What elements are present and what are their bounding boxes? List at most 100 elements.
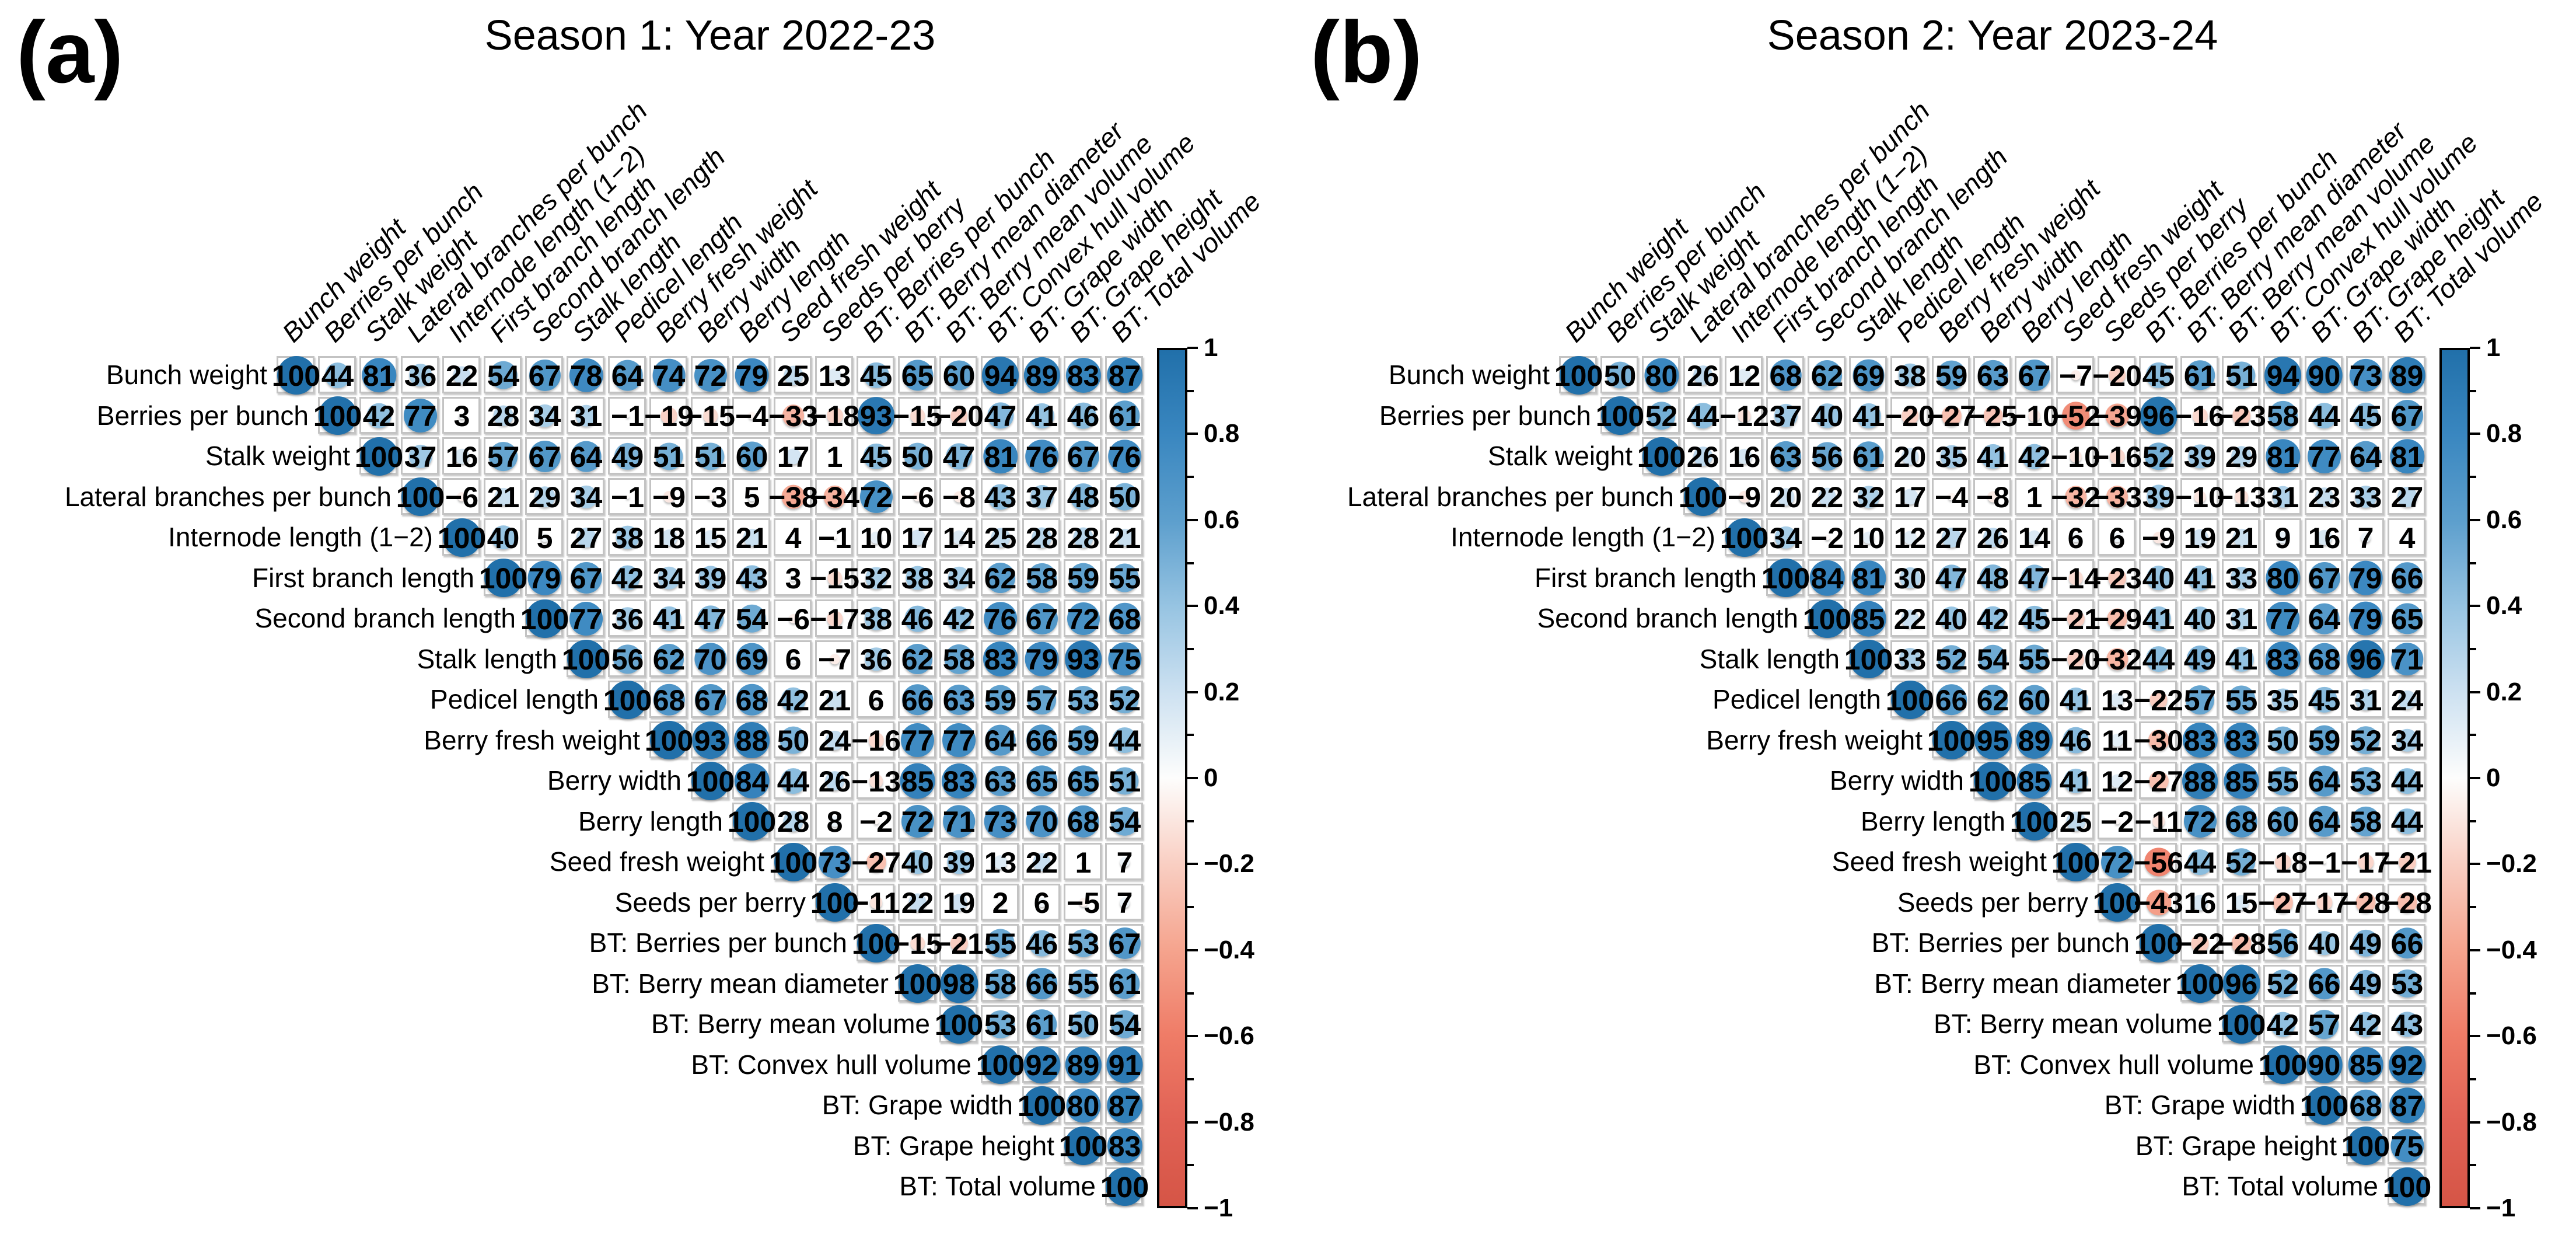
corr-value: 21 <box>818 683 851 717</box>
corr-value: 42 <box>2349 1008 2382 1041</box>
corr-value: 100 <box>2299 1089 2349 1122</box>
corr-value: 34 <box>528 400 561 433</box>
corr-value: 100 <box>1802 602 1852 636</box>
corr-value: 46 <box>1025 927 1058 960</box>
corr-value: 89 <box>1067 1049 1100 1082</box>
corr-value: 77 <box>942 724 976 758</box>
row-label: First branch length <box>1535 562 1757 593</box>
corr-value: −18 <box>2258 846 2308 879</box>
corr-value: 88 <box>735 724 768 758</box>
row-label: BT: Grape height <box>2135 1130 2337 1161</box>
colorbar-tick <box>2470 777 2480 779</box>
corr-value: 45 <box>859 440 893 473</box>
corr-value: 18 <box>652 521 686 555</box>
corr-value: 64 <box>984 724 1017 758</box>
corr-value: 22 <box>1810 481 1844 514</box>
corr-value: −15 <box>893 400 942 433</box>
corr-value: 72 <box>859 481 893 514</box>
corr-circle <box>901 360 934 391</box>
corr-value: −4 <box>735 400 769 433</box>
corr-value: 44 <box>2308 400 2341 433</box>
corr-value: 33 <box>1893 643 1927 676</box>
corr-value: 71 <box>2390 643 2424 676</box>
corr-circle <box>943 360 974 390</box>
corr-value: 79 <box>528 562 561 595</box>
corr-value: −16 <box>2092 440 2142 473</box>
corr-value: 64 <box>569 440 603 473</box>
corr-value: 26 <box>818 765 851 798</box>
corr-value: 25 <box>984 521 1017 555</box>
corr-cell <box>815 437 853 475</box>
corr-value: 22 <box>445 359 478 392</box>
corr-value: −1 <box>610 400 645 433</box>
corr-value: 84 <box>1810 562 1844 595</box>
corr-value: 39 <box>694 562 727 595</box>
corr-value: 47 <box>942 440 976 473</box>
corr-value: 88 <box>2183 765 2217 798</box>
colorbar-tick <box>2470 433 2480 435</box>
corr-value: 67 <box>2308 562 2341 595</box>
colorbar-tick-label: −1 <box>2486 1194 2516 1222</box>
row-label: Pedicel length <box>1712 684 1881 714</box>
row-label: Berry width <box>547 765 681 796</box>
corr-value: −39 <box>2092 400 2142 433</box>
corr-value: 63 <box>984 765 1017 798</box>
corr-value: −23 <box>2217 400 2266 433</box>
row-label: BT: Total volume <box>899 1171 1096 1201</box>
corr-circle <box>696 442 725 470</box>
corr-value: 9 <box>2274 521 2291 555</box>
corr-value: 2 <box>992 887 1009 920</box>
corr-value: 24 <box>2390 683 2424 717</box>
corr-value: 7 <box>1116 887 1133 920</box>
colorbar-tick <box>1187 1077 1194 1080</box>
corr-value: 69 <box>1852 359 1885 392</box>
corr-value: 65 <box>1025 765 1058 798</box>
corr-value: 60 <box>2266 805 2299 839</box>
corr-value: 73 <box>818 846 851 879</box>
corr-value: −6 <box>776 602 810 636</box>
corr-value: −17 <box>810 602 859 636</box>
corr-value: 47 <box>694 602 727 636</box>
corr-value: 27 <box>569 521 603 555</box>
corr-value: 67 <box>2018 359 2051 392</box>
corr-value: 40 <box>1810 400 1844 433</box>
corr-value: 34 <box>569 481 603 514</box>
row-label: BT: Convex hull volume <box>1973 1049 2254 1080</box>
corr-value: 45 <box>859 359 893 392</box>
corr-value: 12 <box>1728 359 1761 392</box>
corr-value: 54 <box>1976 643 2009 676</box>
corr-value: −1 <box>610 481 645 514</box>
colorbar-tick <box>2470 1207 2480 1209</box>
corr-cell <box>401 356 439 393</box>
corr-value: 43 <box>2390 1008 2424 1041</box>
row-label: Internode length (1−2) <box>168 522 433 552</box>
corr-value: −11 <box>852 887 900 920</box>
corr-circle <box>493 405 513 426</box>
corr-value: 27 <box>2390 481 2424 514</box>
corr-value: 24 <box>818 724 851 758</box>
corr-circle <box>655 442 683 470</box>
colorbar-tick <box>2470 518 2480 521</box>
corr-value: 100 <box>1678 481 1728 514</box>
corr-value: 13 <box>984 846 1017 879</box>
corr-circle <box>540 533 549 542</box>
corr-value: 41 <box>2225 643 2258 676</box>
corr-value: 62 <box>652 643 686 676</box>
corr-value: 37 <box>1769 400 1802 433</box>
corr-value: −5 <box>1066 887 1100 920</box>
corr-value: −1 <box>2307 846 2341 879</box>
corr-value: 83 <box>2266 643 2299 676</box>
corr-value: 49 <box>2349 927 2382 960</box>
corr-value: −27 <box>2134 765 2183 798</box>
corr-value: 77 <box>404 400 437 433</box>
panel-b-corner-label: (b) <box>1310 3 1422 101</box>
corr-value: 51 <box>2225 359 2258 392</box>
corr-circle <box>663 491 675 503</box>
corr-value: −22 <box>2134 683 2183 717</box>
corr-value: 100 <box>644 724 694 758</box>
corr-value: −20 <box>934 400 984 433</box>
corr-value: 21 <box>735 521 768 555</box>
corr-value: −43 <box>2134 887 2183 920</box>
corr-circle <box>1023 357 1060 393</box>
corr-value: 87 <box>1108 359 1141 392</box>
